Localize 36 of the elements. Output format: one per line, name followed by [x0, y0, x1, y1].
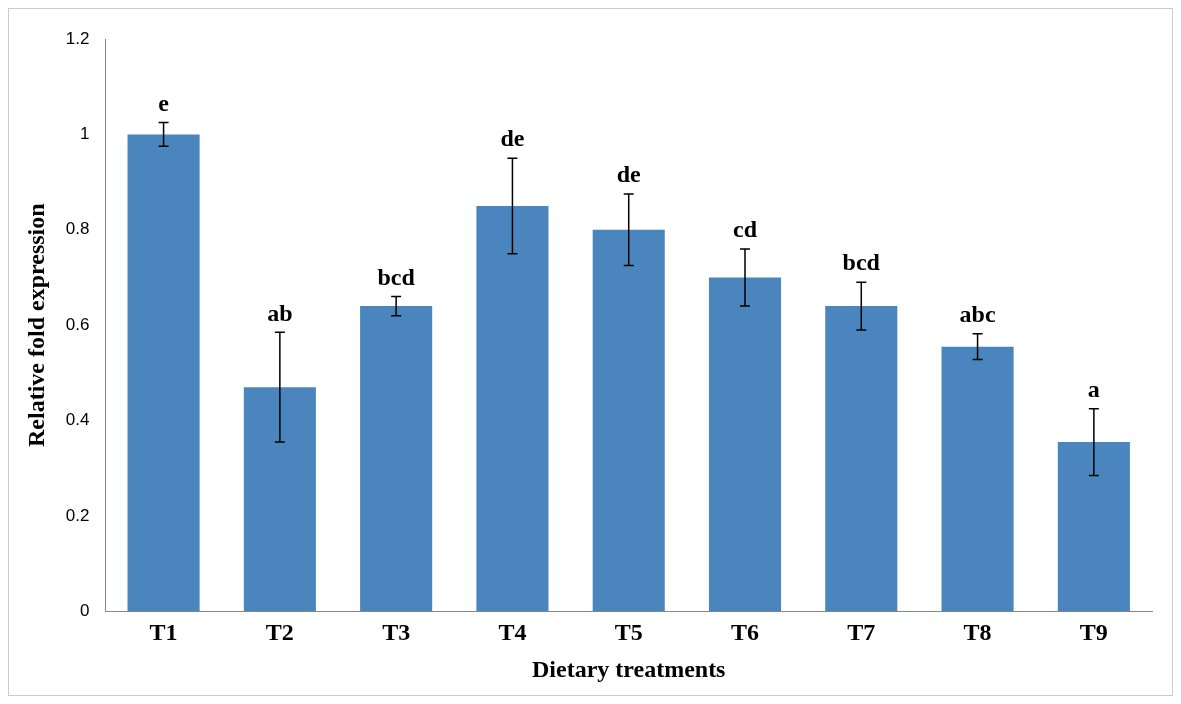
x-tick-label: T1	[149, 619, 178, 645]
x-tick-label: T6	[730, 619, 760, 645]
annotation: bcd	[377, 263, 416, 290]
x-tick-label: T3	[382, 619, 411, 645]
annotation: abc	[959, 300, 996, 327]
annotation: bcd	[842, 249, 881, 276]
y-tick-label: 1	[79, 124, 90, 144]
x-tick-label: T8	[963, 619, 992, 645]
bar	[476, 205, 549, 612]
x-tick-label: T7	[847, 619, 876, 645]
y-tick-label: 0.8	[65, 219, 90, 239]
annotation: a	[1087, 375, 1100, 402]
x-tick-label: T5	[614, 619, 643, 645]
y-tick-label: 0.4	[65, 410, 90, 430]
bar	[1057, 442, 1130, 612]
bar	[941, 346, 1014, 612]
y-tick-label: 0	[79, 601, 90, 621]
x-tick-label: T4	[498, 619, 527, 645]
x-tick-label: T9	[1079, 619, 1108, 645]
bar	[825, 306, 898, 612]
bar	[592, 229, 665, 612]
y-tick-label: 1.2	[65, 28, 90, 48]
x-tick-label: T2	[265, 619, 294, 645]
annotation: de	[500, 125, 525, 152]
y-tick-label: 0.2	[65, 505, 90, 525]
annotation: ab	[267, 299, 293, 326]
bar	[243, 387, 316, 612]
bar	[127, 134, 200, 612]
y-axis-title: Relative fold expression	[22, 203, 49, 447]
bar	[708, 277, 782, 612]
annotation: cd	[733, 216, 758, 243]
bar	[360, 306, 433, 612]
annotation: de	[616, 161, 642, 188]
y-tick-label: 0.6	[65, 314, 90, 334]
annotation: e	[158, 89, 170, 116]
x-axis-title: Dietary treatments	[531, 655, 726, 682]
